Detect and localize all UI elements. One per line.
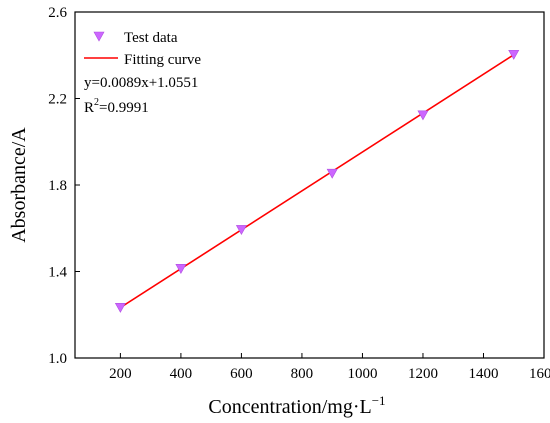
r-squared-value: =0.9991 [99, 100, 149, 116]
y-tick-label-1.8: 1.8 [48, 178, 67, 194]
data-point-900 [326, 168, 338, 179]
x-tick-label-400: 400 [170, 366, 193, 382]
data-point-200 [114, 302, 126, 313]
data-point-600 [235, 225, 247, 236]
x-axis-title: Concentration/mg·L−1 [208, 393, 385, 418]
fit-line [119, 54, 515, 309]
legend-label-fitting-curve: Fitting curve [124, 52, 201, 68]
x-tick-label-800: 800 [291, 366, 314, 382]
x-tick-label-1200: 1200 [408, 366, 438, 382]
legend-triangle-marker [93, 31, 105, 42]
x-tick-label-600: 600 [230, 366, 253, 382]
y-tick-label-1.0: 1.0 [48, 351, 67, 367]
legend-label-test-data: Test data [124, 30, 178, 46]
x-tick-label-1400: 1400 [468, 366, 498, 382]
r-squared-exponent: 2 [94, 97, 99, 108]
data-point-1500 [508, 49, 520, 60]
x-tick-label-200: 200 [109, 366, 132, 382]
fit-equation: y=0.0089x+1.0551 [84, 75, 198, 91]
test-data-points [114, 49, 520, 313]
x-tick-label-1000: 1000 [347, 366, 377, 382]
y-tick-label-2.6: 2.6 [48, 5, 67, 21]
legend: Test data Fitting curve y=0.0089x+1.0551… [84, 30, 201, 116]
x-axis-ticks: 200 400 600 800 1000 1200 1400 1600 [109, 353, 550, 382]
r-squared: R2=0.9991 [84, 97, 149, 116]
fitting-curve-line [119, 54, 515, 309]
y-axis-ticks: 1.0 1.4 1.8 2.2 2.6 [48, 5, 80, 367]
r-squared-symbol: R [84, 100, 94, 116]
x-tick-label-1600: 1600 [529, 366, 550, 382]
y-axis-title: Absorbance/A [8, 127, 30, 243]
x-axis-title-text: Concentration/mg·L [208, 396, 371, 418]
data-point-1200 [417, 110, 429, 121]
x-axis-title-superscript: −1 [372, 393, 386, 408]
y-tick-label-1.4: 1.4 [48, 265, 67, 281]
data-point-400 [175, 264, 187, 274]
y-tick-label-2.2: 2.2 [48, 92, 67, 108]
